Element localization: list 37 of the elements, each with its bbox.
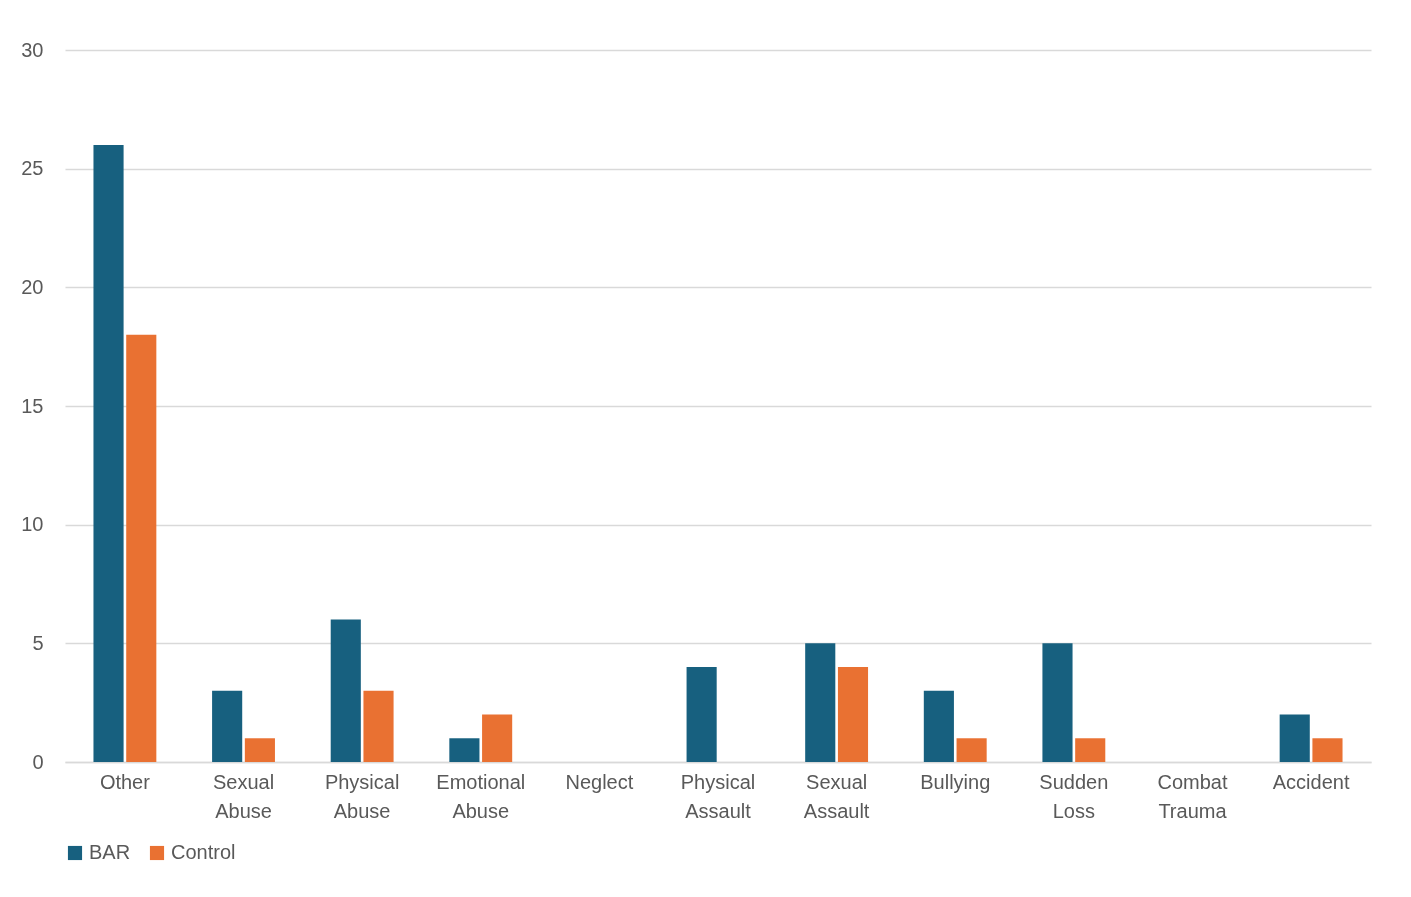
- bar: [93, 144, 124, 762]
- bar: [923, 690, 954, 762]
- bar: [363, 690, 394, 762]
- x-tick-label: Neglect: [565, 770, 634, 793]
- bar: [1279, 714, 1310, 762]
- x-tick-label: Other: [99, 770, 151, 793]
- y-tick-label: 20: [21, 275, 44, 298]
- x-tick-label: Physical Abuse: [324, 770, 400, 822]
- y-tick-label: 5: [32, 631, 44, 654]
- x-tick-label: Bullying: [920, 770, 991, 793]
- bar: [1075, 738, 1106, 762]
- bar: [330, 619, 361, 762]
- bar: [956, 738, 987, 762]
- x-tick-label: Emotional Abuse: [436, 770, 526, 822]
- y-tick-label: 0: [32, 750, 44, 773]
- bar: [449, 738, 480, 762]
- bar: [1042, 643, 1073, 762]
- bar: [837, 667, 869, 762]
- y-tick-label: 25: [21, 157, 44, 180]
- bar: [805, 643, 836, 762]
- x-tick-label: Sexual Assault: [803, 770, 870, 822]
- legend-label: BAR: [89, 841, 131, 863]
- bar: [482, 714, 513, 762]
- x-tick-label: Accident: [1272, 770, 1350, 793]
- x-tick-label: Sudden Loss: [1039, 770, 1109, 822]
- x-tick-label: Sexual Abuse: [212, 770, 275, 822]
- bar: [126, 334, 157, 762]
- x-tick-label: Combat Trauma: [1157, 770, 1228, 822]
- x-tick-label: Physical Assault: [680, 770, 756, 822]
- y-tick-label: 15: [21, 394, 44, 417]
- y-tick-label: 10: [21, 513, 44, 536]
- legend-label: Control: [171, 841, 236, 863]
- bar: [244, 738, 275, 762]
- bar: [1312, 738, 1343, 762]
- bar: [212, 690, 243, 762]
- y-tick-label: 30: [21, 38, 44, 61]
- bar: [686, 667, 717, 762]
